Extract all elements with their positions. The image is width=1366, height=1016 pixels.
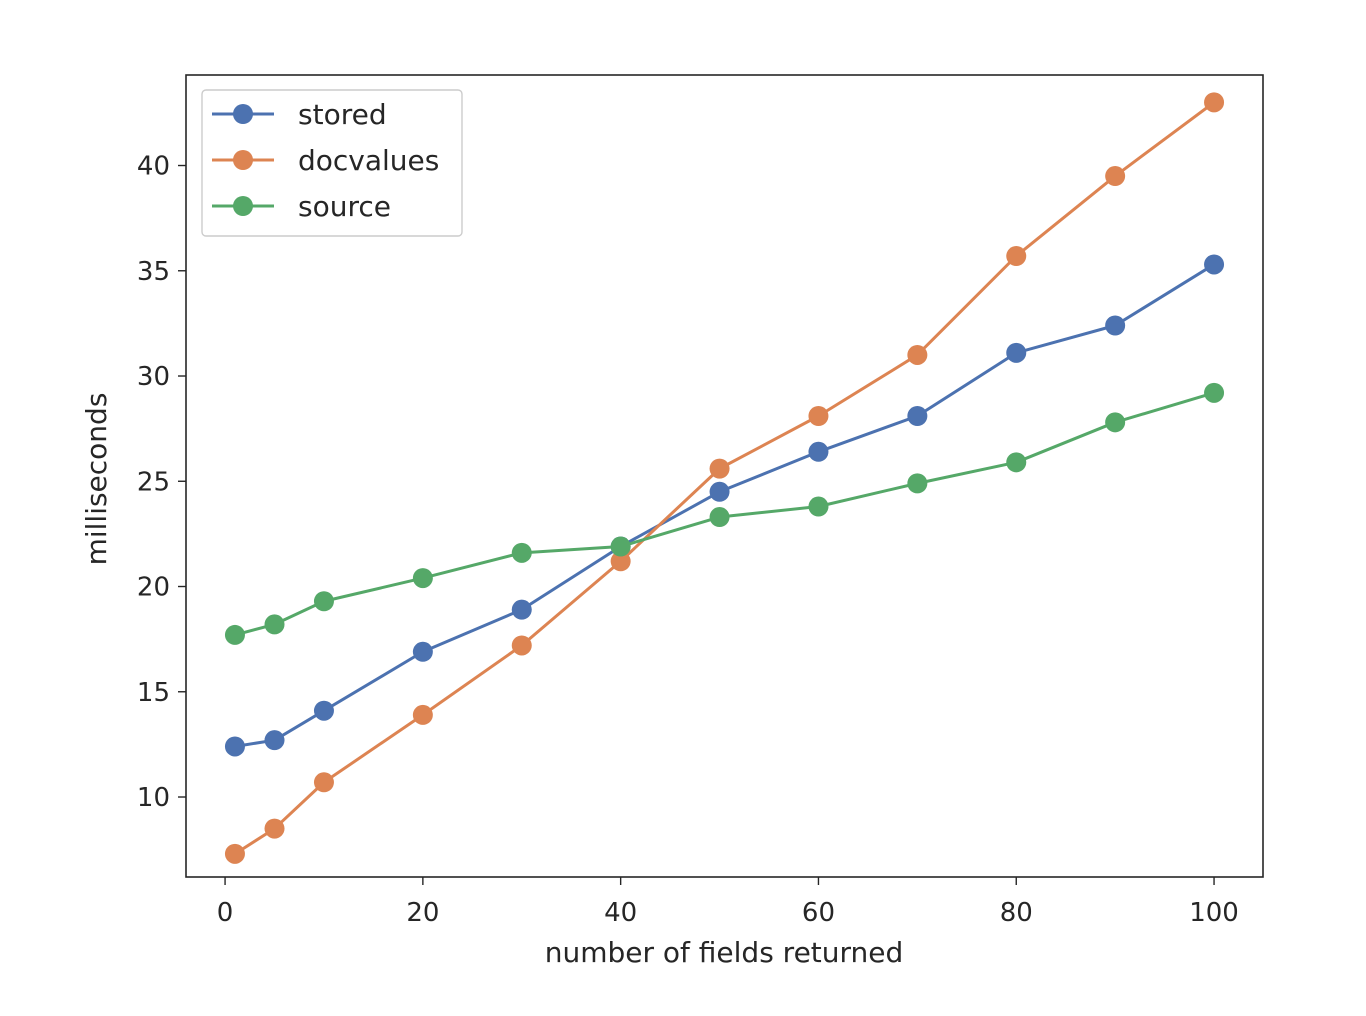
x-tick-label: 100 xyxy=(1189,898,1239,928)
legend-marker-source xyxy=(233,196,253,216)
y-tick-label: 40 xyxy=(137,152,170,182)
x-tick-label: 20 xyxy=(406,898,439,928)
data-point-stored xyxy=(808,441,829,462)
data-point-stored xyxy=(313,700,334,721)
data-point-stored xyxy=(1105,315,1126,336)
series-docvalues xyxy=(224,92,1225,864)
y-axis-label: milliseconds xyxy=(80,393,113,566)
y-tick-label: 15 xyxy=(137,678,170,708)
data-point-source xyxy=(264,614,285,635)
data-point-source xyxy=(1105,412,1126,433)
data-point-docvalues xyxy=(907,344,928,365)
data-point-stored xyxy=(412,641,433,662)
data-point-docvalues xyxy=(511,635,532,656)
legend: stored docvalues source xyxy=(201,89,463,237)
data-point-source xyxy=(808,496,829,517)
x-tick-label: 0 xyxy=(217,898,234,928)
y-tick-label: 10 xyxy=(137,783,170,813)
x-axis-label: number of fields returned xyxy=(545,936,904,969)
series-line-docvalues xyxy=(234,101,1215,856)
data-point-source xyxy=(313,591,334,612)
data-point-docvalues xyxy=(412,704,433,725)
data-point-docvalues xyxy=(264,818,285,839)
data-point-source xyxy=(709,507,730,528)
data-point-source xyxy=(907,473,928,494)
data-point-stored xyxy=(1006,342,1027,363)
data-point-stored xyxy=(907,406,928,427)
series-source xyxy=(224,382,1225,645)
data-point-source xyxy=(610,536,631,557)
data-point-docvalues xyxy=(709,458,730,479)
legend-label-docvalues: docvalues xyxy=(298,144,439,177)
y-tick-label: 35 xyxy=(137,257,170,287)
data-point-docvalues xyxy=(1006,246,1027,267)
series-stored xyxy=(224,254,1225,757)
y-tick-label: 20 xyxy=(137,573,170,603)
data-point-stored xyxy=(511,599,532,620)
data-point-source xyxy=(1204,382,1225,403)
x-tick-label: 40 xyxy=(604,898,637,928)
data-point-source xyxy=(1006,452,1027,473)
data-point-source xyxy=(224,624,245,645)
data-point-docvalues xyxy=(1204,92,1225,113)
data-point-docvalues xyxy=(224,843,245,864)
legend-marker-stored xyxy=(233,104,253,124)
legend-label-source: source xyxy=(298,190,391,223)
data-point-stored xyxy=(1204,254,1225,275)
data-point-source xyxy=(412,568,433,589)
data-point-stored xyxy=(709,481,730,502)
legend-marker-docvalues xyxy=(233,150,253,170)
legend-label-stored: stored xyxy=(298,98,387,131)
data-point-source xyxy=(511,542,532,563)
data-point-docvalues xyxy=(1105,166,1126,187)
data-point-stored xyxy=(224,736,245,757)
data-point-stored xyxy=(264,730,285,751)
y-tick-label: 30 xyxy=(137,362,170,392)
legend-box xyxy=(201,89,463,237)
x-tick-label: 80 xyxy=(1000,898,1033,928)
data-point-docvalues xyxy=(313,772,334,793)
data-point-docvalues xyxy=(808,406,829,427)
x-tick-label: 60 xyxy=(802,898,835,928)
y-tick-label: 25 xyxy=(137,467,170,497)
data-point-docvalues xyxy=(610,551,631,572)
